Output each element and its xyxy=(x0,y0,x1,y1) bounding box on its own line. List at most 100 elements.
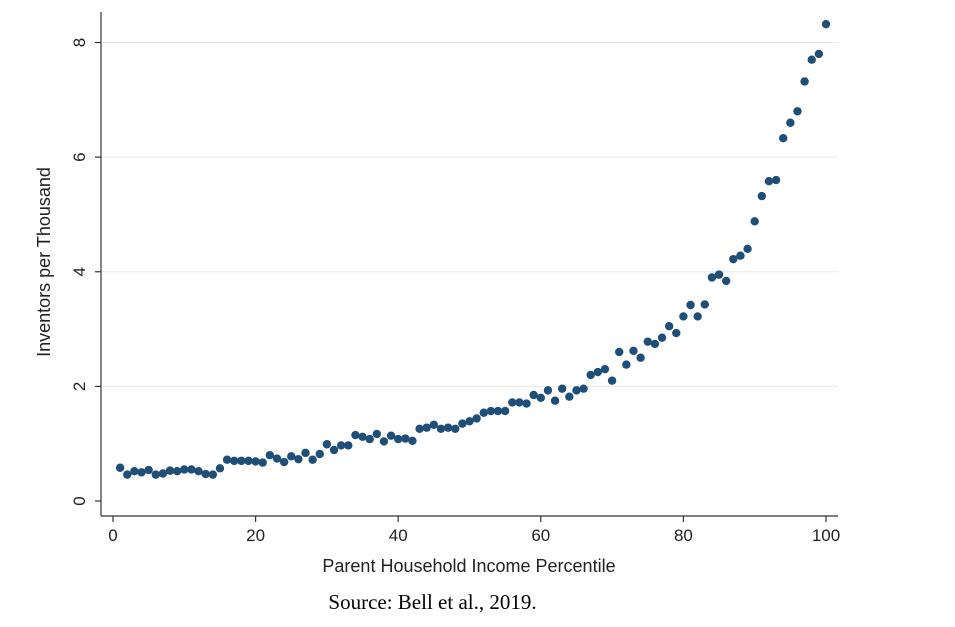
data-point xyxy=(821,19,831,29)
data-point xyxy=(322,440,332,449)
data-point xyxy=(379,437,389,446)
data-point xyxy=(265,450,275,460)
data-point xyxy=(736,251,745,260)
data-point xyxy=(436,424,446,433)
data-point xyxy=(593,367,603,377)
data-point xyxy=(144,465,153,475)
data-point xyxy=(686,300,695,310)
data-point xyxy=(607,376,617,385)
data-point xyxy=(115,463,125,472)
data-point xyxy=(401,434,410,443)
data-point xyxy=(714,270,724,279)
data-point xyxy=(215,464,225,473)
data-point xyxy=(451,424,460,433)
data-point xyxy=(123,470,132,479)
data-point xyxy=(151,470,160,479)
data-point xyxy=(793,107,802,116)
data-point xyxy=(194,466,203,476)
data-point xyxy=(372,429,382,439)
data-point xyxy=(486,406,496,416)
data-point xyxy=(529,390,538,400)
data-point xyxy=(137,468,146,477)
data-point xyxy=(643,337,652,346)
data-point xyxy=(764,176,774,186)
data-point xyxy=(729,254,738,264)
data-point xyxy=(543,386,553,395)
data-point xyxy=(394,434,403,444)
x-tick-label: 40 xyxy=(389,526,408,545)
data-point xyxy=(272,454,282,463)
data-point xyxy=(515,398,524,407)
data-point xyxy=(172,466,182,476)
data-point xyxy=(294,454,303,464)
data-point xyxy=(700,300,709,309)
data-point xyxy=(201,469,210,479)
data-point xyxy=(258,458,267,467)
data-point xyxy=(550,396,560,405)
data-point xyxy=(779,134,788,143)
data-point xyxy=(743,244,752,254)
data-point xyxy=(165,466,175,475)
y-axis-title: Inventors per Thousand xyxy=(34,167,54,357)
data-point xyxy=(301,448,310,458)
x-tick-label: 80 xyxy=(674,526,693,545)
data-point xyxy=(721,276,731,286)
data-point xyxy=(180,465,189,474)
data-point xyxy=(237,456,246,466)
x-tick-label: 100 xyxy=(812,526,840,545)
data-point xyxy=(679,312,688,321)
data-point xyxy=(472,414,481,423)
data-point xyxy=(771,175,781,185)
data-point xyxy=(707,273,717,282)
data-point xyxy=(287,452,296,461)
data-points xyxy=(115,19,831,479)
data-point xyxy=(208,470,218,479)
data-point xyxy=(465,417,474,426)
data-point xyxy=(522,399,531,408)
data-point xyxy=(251,457,260,466)
data-point xyxy=(315,449,324,459)
data-point xyxy=(308,455,317,464)
data-point xyxy=(458,419,467,428)
data-point xyxy=(807,55,816,64)
data-point xyxy=(158,469,168,478)
data-point xyxy=(222,455,232,464)
data-point xyxy=(622,360,631,369)
y-tick-label: 4 xyxy=(70,267,89,276)
data-point xyxy=(693,312,702,321)
data-point xyxy=(187,465,196,474)
data-point xyxy=(657,333,667,342)
data-point xyxy=(786,118,795,127)
data-point xyxy=(336,441,346,450)
data-point xyxy=(344,441,353,450)
data-point xyxy=(672,328,681,338)
data-point xyxy=(408,436,417,446)
data-point xyxy=(565,392,574,401)
data-point xyxy=(386,431,396,440)
x-tick-label: 20 xyxy=(246,526,265,545)
data-point xyxy=(800,77,809,86)
data-point xyxy=(600,364,610,374)
data-point xyxy=(329,445,339,455)
y-tick-label: 0 xyxy=(70,496,89,505)
data-point xyxy=(351,430,360,440)
y-tick-label: 6 xyxy=(70,152,89,161)
data-point xyxy=(557,384,567,393)
data-point xyxy=(615,347,624,357)
data-point xyxy=(429,420,439,429)
data-point xyxy=(650,339,660,349)
data-point xyxy=(415,424,424,433)
data-point xyxy=(572,386,581,395)
data-point xyxy=(664,321,674,331)
data-point xyxy=(365,434,374,444)
data-point xyxy=(422,423,431,432)
data-point xyxy=(750,217,759,226)
data-point xyxy=(244,456,253,466)
data-point xyxy=(579,384,588,393)
data-point xyxy=(814,49,824,59)
data-point xyxy=(230,456,239,466)
y-tick-label: 2 xyxy=(70,382,89,391)
x-tick-label: 60 xyxy=(531,526,550,545)
